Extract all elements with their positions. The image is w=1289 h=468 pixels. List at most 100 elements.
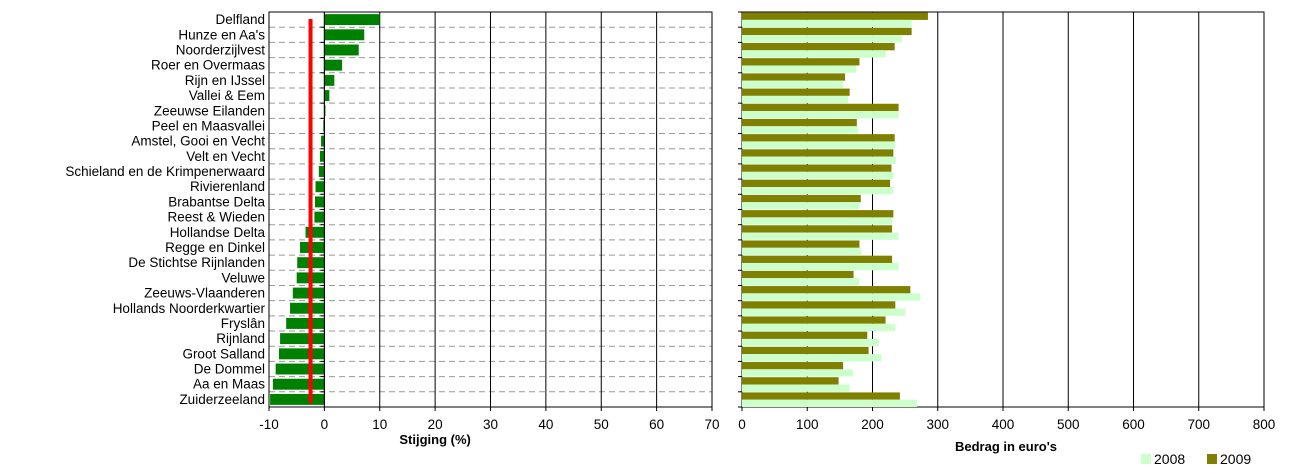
x-tick-label: 200 xyxy=(861,417,884,432)
x-tick-label: 700 xyxy=(1187,417,1210,432)
bar-stijging xyxy=(275,363,325,375)
bar-2009 xyxy=(742,42,895,51)
bar-2008 xyxy=(742,80,844,88)
bar-2008 xyxy=(742,187,894,195)
category-label: Noorderzijlvest xyxy=(176,42,266,57)
bar-2009 xyxy=(742,179,891,188)
legend-label-2008: 2008 xyxy=(1154,451,1185,467)
bar-2008 xyxy=(742,338,880,347)
category-label: Peel en Maasvallei xyxy=(152,118,265,133)
bar-stijging xyxy=(324,105,326,117)
x-tick-label: 0 xyxy=(738,417,746,432)
category-label: Roer en Overmaas xyxy=(151,58,265,73)
category-label: Brabantse Delta xyxy=(168,194,265,209)
bar-2008 xyxy=(742,19,912,28)
bar-2008 xyxy=(742,126,859,134)
category-label: Hunze en Aa's xyxy=(178,27,265,42)
legend-swatch-2009 xyxy=(1207,454,1217,464)
bar-stijging xyxy=(324,14,380,26)
x-tick-label: 100 xyxy=(796,417,819,432)
bar-stijging xyxy=(318,166,325,177)
category-label: Zeeuws-Vlaanderen xyxy=(144,286,265,301)
x-tick-label: 40 xyxy=(538,417,553,432)
category-label: Fryslân xyxy=(221,316,265,331)
category-label: Veluwe xyxy=(221,270,265,285)
bar-2008 xyxy=(742,308,906,316)
bar-stijging xyxy=(324,44,359,56)
category-label: Rivierenland xyxy=(190,179,265,194)
bar-2008 xyxy=(742,217,893,225)
bar-stijging xyxy=(319,150,325,162)
x-tick-label: 10 xyxy=(372,417,387,432)
bar-2009 xyxy=(742,377,839,385)
x-tick-label: 500 xyxy=(1057,417,1080,432)
bar-2009 xyxy=(742,346,869,355)
x-tick-label: 600 xyxy=(1122,417,1145,432)
category-label: Groot Salland xyxy=(182,346,265,361)
bar-2008 xyxy=(742,369,853,377)
bar-2009 xyxy=(742,331,868,339)
x-tick-label: 50 xyxy=(594,417,609,432)
bar-2009 xyxy=(742,225,893,233)
bar-2008 xyxy=(742,156,896,164)
category-label: Velt en Vecht xyxy=(186,149,265,164)
category-label: Zeeuwse Eilanden xyxy=(154,103,265,118)
x-tick-label: 300 xyxy=(926,417,949,432)
bar-2009 xyxy=(742,103,899,112)
x-tick-label: 0 xyxy=(321,417,329,432)
bar-stijging xyxy=(280,333,325,345)
bar-2009 xyxy=(742,270,854,279)
x-tick-label: 30 xyxy=(483,417,498,432)
x-tick-label: 60 xyxy=(649,417,664,432)
category-label: Hollandse Delta xyxy=(170,225,266,240)
bar-2008 xyxy=(742,171,894,180)
bar-2008 xyxy=(742,65,857,73)
category-label: Hollands Noorderkwartier xyxy=(113,301,266,316)
bar-2009 xyxy=(742,255,893,263)
bar-2009 xyxy=(742,164,892,172)
x-axis-title-left: Stijging (%) xyxy=(399,432,471,447)
bar-2009 xyxy=(742,316,886,324)
bar-2008 xyxy=(742,141,896,149)
bar-stijging xyxy=(324,59,343,71)
bar-stijging xyxy=(286,317,325,329)
bar-stijging xyxy=(315,181,325,193)
bar-2009 xyxy=(742,88,850,96)
bar-2009 xyxy=(742,58,860,66)
bar-2009 xyxy=(742,12,928,20)
category-label: Vallei & Eem xyxy=(189,88,265,103)
bar-stijging xyxy=(278,348,325,360)
bar-2008 xyxy=(742,293,921,301)
bar-2009 xyxy=(742,149,894,157)
legend-swatch-2008 xyxy=(1141,454,1151,464)
category-label: De Dommel xyxy=(194,362,265,377)
category-label: Aa en Maas xyxy=(193,377,265,392)
bar-2009 xyxy=(742,73,846,81)
bar-2009 xyxy=(742,286,911,294)
category-label: Zuiderzeeland xyxy=(179,392,265,407)
bar-2009 xyxy=(742,27,912,36)
bar-stijging xyxy=(323,120,325,132)
bar-stijging xyxy=(324,74,335,86)
x-tick-label: 800 xyxy=(1253,417,1276,432)
bar-2008 xyxy=(742,247,862,256)
category-label: Reest & Wieden xyxy=(167,210,265,225)
bar-2008 xyxy=(742,384,850,392)
bar-stijging xyxy=(324,29,365,41)
bar-2009 xyxy=(742,301,896,309)
bar-2008 xyxy=(742,50,886,58)
bar-2008 xyxy=(742,202,860,210)
bar-2009 xyxy=(742,362,844,370)
bar-stijging xyxy=(272,378,325,390)
bar-stijging xyxy=(321,135,325,147)
bar-2008 xyxy=(742,95,849,104)
bar-stijging xyxy=(314,211,325,223)
bar-2008 xyxy=(742,111,899,119)
category-label: Delfland xyxy=(215,12,265,27)
bar-2009 xyxy=(742,210,894,218)
bar-2008 xyxy=(742,35,902,43)
bar-2008 xyxy=(742,354,882,362)
bar-2008 xyxy=(742,278,860,286)
